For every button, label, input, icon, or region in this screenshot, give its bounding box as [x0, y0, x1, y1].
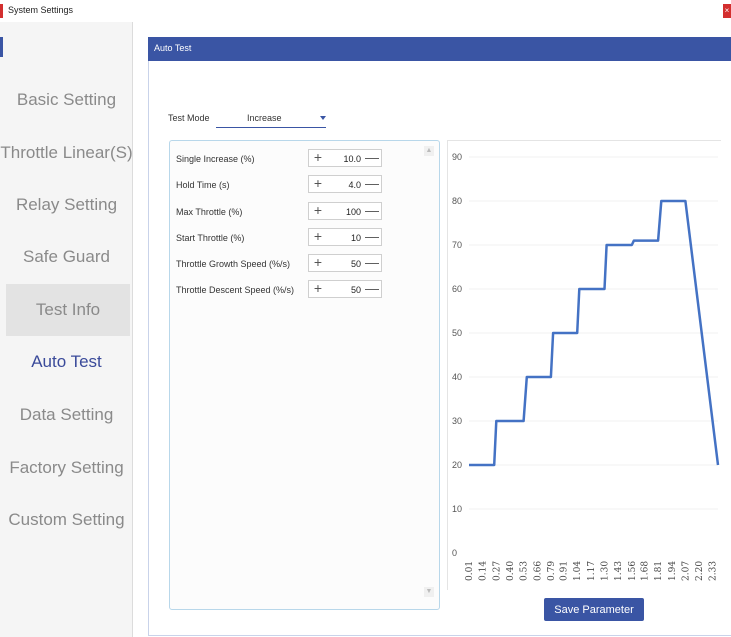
chevron-down-icon — [320, 116, 326, 120]
y-tick-label: 50 — [452, 328, 462, 338]
x-tick-label: 1.68 — [640, 561, 650, 581]
minus-icon[interactable]: — — [365, 149, 379, 165]
test-mode-value: Increase — [247, 113, 282, 123]
descent-speed-stepper[interactable]: + 50 — — [308, 280, 382, 298]
param-label: Max Throttle (%) — [176, 207, 243, 217]
x-tick-label: 2.07 — [681, 561, 691, 581]
single-increase-stepper[interactable]: + 10.0 — — [308, 149, 382, 167]
save-parameter-button[interactable]: Save Parameter — [544, 598, 644, 621]
sidebar-item-factory-setting[interactable]: Factory Setting — [9, 458, 124, 477]
sidebar-accent — [0, 37, 3, 57]
x-tick-label: 1.17 — [587, 561, 597, 581]
stepper-value[interactable]: 50 — [350, 285, 361, 295]
sidebar-item-throttle-linear[interactable]: Throttle Linear(S) — [0, 143, 133, 162]
x-tick-label: 0.91 — [560, 561, 570, 581]
minus-icon[interactable]: — — [365, 254, 379, 270]
x-tick-label: 2.33 — [709, 561, 719, 581]
y-tick-label: 0 — [452, 548, 457, 558]
close-icon[interactable]: × — [723, 4, 731, 18]
stepper-value[interactable]: 4.0 — [348, 180, 361, 190]
sidebar: Basic Setting Throttle Linear(S) Relay S… — [0, 22, 133, 637]
sidebar-item-relay-setting[interactable]: Relay Setting — [15, 195, 118, 214]
stepper-value[interactable]: 50 — [350, 259, 361, 269]
x-tick-label: 1.56 — [628, 561, 638, 581]
plus-icon[interactable]: + — [313, 254, 323, 270]
param-label: Start Throttle (%) — [176, 233, 245, 243]
plus-icon[interactable]: + — [313, 202, 323, 218]
stepper-value[interactable]: 100 — [345, 207, 361, 217]
hold-time-stepper[interactable]: + 4.0 — — [308, 175, 382, 193]
y-tick-label: 30 — [452, 416, 462, 426]
parameters-panel — [169, 140, 440, 610]
minus-icon[interactable]: — — [365, 280, 379, 296]
panel-header: Auto Test — [148, 37, 731, 61]
x-tick-label: 0.66 — [533, 561, 543, 581]
sidebar-item-safe-guard[interactable]: Safe Guard — [23, 247, 110, 266]
start-throttle-stepper[interactable]: + 10 — — [308, 228, 382, 246]
minus-icon[interactable]: — — [365, 228, 379, 244]
x-tick-label: 0.14 — [479, 561, 489, 581]
sidebar-item-basic-setting[interactable]: Basic Setting — [16, 90, 117, 109]
window-title: System Settings — [8, 5, 74, 15]
param-label: Throttle Descent Speed (%/s) — [176, 285, 295, 295]
param-label: Single Increase (%) — [176, 154, 255, 164]
x-tick-label: 1.81 — [654, 561, 664, 581]
plus-icon[interactable]: + — [313, 280, 323, 296]
y-tick-label: 70 — [452, 240, 462, 250]
app-icon — [0, 4, 3, 18]
title-bar: System Settings × — [0, 0, 731, 22]
sidebar-item-custom-setting[interactable]: Custom Setting — [8, 510, 125, 529]
growth-speed-stepper[interactable]: + 50 — — [308, 254, 382, 272]
y-tick-label: 40 — [452, 372, 462, 382]
x-tick-label: 2.20 — [695, 561, 705, 581]
minus-icon[interactable]: — — [365, 175, 379, 191]
x-tick-label: 0.27 — [492, 561, 502, 581]
x-tick-label: 1.94 — [668, 561, 678, 581]
param-row-start-throttle: Start Throttle (%) + 10 — — [176, 228, 386, 246]
y-tick-label: 20 — [452, 460, 462, 470]
plus-icon[interactable]: + — [313, 228, 323, 244]
param-row-growth-speed: Throttle Growth Speed (%/s) + 50 — — [176, 254, 386, 272]
sidebar-item-data-setting[interactable]: Data Setting — [19, 405, 114, 424]
param-row-hold-time: Hold Time (s) + 4.0 — — [176, 175, 386, 193]
sidebar-item-test-info[interactable]: Test Info — [6, 284, 130, 336]
y-tick-label: 80 — [452, 196, 462, 206]
param-label: Throttle Growth Speed (%/s) — [176, 259, 291, 269]
plus-icon[interactable]: + — [313, 149, 323, 165]
panel-title: Auto Test — [154, 43, 192, 53]
stepper-value[interactable]: 10 — [350, 233, 361, 243]
param-label: Hold Time (s) — [176, 180, 230, 190]
x-tick-label: 0.01 — [465, 561, 475, 581]
max-throttle-stepper[interactable]: + 100 — — [308, 202, 382, 220]
scroll-down-icon[interactable]: ▼ — [424, 587, 434, 597]
test-mode-label: Test Mode — [168, 113, 210, 123]
sidebar-item-auto-test[interactable]: Auto Test — [31, 352, 102, 371]
scroll-up-icon[interactable]: ▲ — [424, 146, 434, 156]
x-tick-label: 0.79 — [547, 561, 557, 581]
x-tick-label: 0.53 — [520, 561, 530, 581]
y-tick-label: 10 — [452, 504, 462, 514]
plus-icon[interactable]: + — [313, 175, 323, 191]
param-row-descent-speed: Throttle Descent Speed (%/s) + 50 — — [176, 280, 386, 298]
stepper-value[interactable]: 10.0 — [343, 154, 361, 164]
x-tick-label: 0.40 — [506, 561, 516, 581]
y-tick-label: 60 — [452, 284, 462, 294]
param-row-max-throttle: Max Throttle (%) + 100 — — [176, 202, 386, 220]
x-tick-label: 1.04 — [573, 561, 583, 581]
x-tick-label: 1.30 — [601, 561, 611, 581]
x-tick-label: 1.43 — [614, 561, 624, 581]
test-mode-select[interactable]: Increase — [216, 110, 326, 128]
minus-icon[interactable]: — — [365, 202, 379, 218]
y-tick-label: 90 — [452, 152, 462, 162]
param-row-single-increase: Single Increase (%) + 10.0 — — [176, 149, 386, 167]
chart-area: 0 10 20 30 40 50 60 70 80 90 0.01 0.14 0.27 0.40 0.53 0… — [447, 140, 721, 590]
